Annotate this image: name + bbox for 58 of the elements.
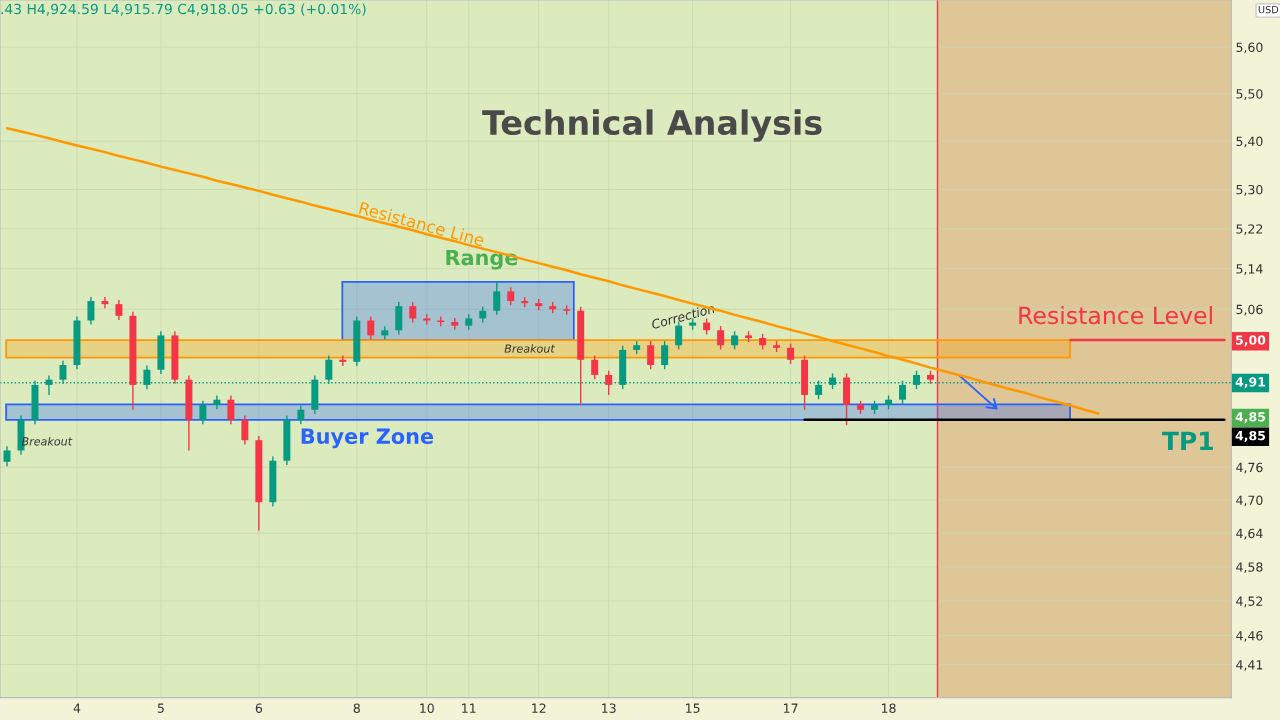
x-tick-label: 13	[602, 703, 616, 713]
text: 4,91	[1235, 377, 1266, 389]
candlestick	[241, 414, 249, 446]
text: USD	[1258, 5, 1279, 14]
y-tick-label: 4,52	[1236, 596, 1263, 608]
text: 5,00	[1236, 335, 1266, 347]
candlestick	[661, 340, 669, 370]
y-tick-label: 5,06	[1236, 304, 1263, 316]
y-tick-label: 4,76	[1236, 462, 1263, 474]
candlestick	[409, 301, 417, 324]
candlestick	[3, 445, 11, 467]
annotation: Breakout	[504, 344, 556, 353]
annotation: Resistance Level	[1019, 306, 1212, 325]
candlestick	[367, 315, 375, 341]
y-tick-label: 5,40	[1236, 136, 1263, 148]
y-tick-label: 5,30	[1236, 184, 1263, 196]
candlestick	[339, 354, 347, 367]
candlestick	[731, 330, 739, 351]
x-tick-label: 11	[462, 703, 476, 713]
candlestick	[115, 299, 123, 321]
candlestick	[493, 281, 501, 316]
x-tick-label: 18	[881, 703, 896, 713]
candlestick	[717, 325, 725, 351]
candlestick	[647, 340, 655, 370]
y-tick-label: 4,70	[1236, 495, 1263, 507]
y-tick-label: 5,50	[1236, 89, 1263, 100]
candlestick	[199, 400, 207, 425]
candlestick	[787, 342, 795, 365]
y-tick-label: 4,46	[1236, 630, 1263, 642]
x-tick-label: 4	[73, 703, 81, 713]
text: Technical Analysis	[482, 109, 822, 142]
annotation: Buyer Zone	[301, 428, 434, 449]
text: 4,85	[1235, 412, 1266, 424]
y-tick-label: 4,64	[1236, 528, 1263, 540]
annotation: Range	[446, 249, 518, 270]
x-tick-label: 5	[157, 703, 164, 713]
candlestick	[297, 404, 305, 425]
x-tick-label: 8	[353, 703, 360, 713]
y-tick-label: 4,58	[1236, 562, 1263, 574]
x-tick-label: 6	[255, 703, 263, 713]
y-tick-label: 5,60	[1236, 42, 1263, 54]
y-tick-label: 4,41	[1236, 660, 1263, 671]
candlestick	[101, 296, 109, 309]
x-tick-label: 12	[532, 703, 546, 713]
candlestick	[213, 394, 221, 410]
y-tick-label: 5,14	[1236, 264, 1263, 275]
candlestick	[87, 296, 95, 326]
y-tick-label: 5,22	[1236, 224, 1263, 235]
candlestick	[591, 354, 599, 380]
candlestick	[227, 394, 235, 425]
x-tick-label: 15	[686, 703, 700, 713]
annotation: TP1	[1162, 431, 1213, 450]
text: 4,85	[1235, 430, 1266, 442]
candlestick	[59, 360, 67, 385]
candlestick	[605, 370, 613, 396]
x-tick-label: 10	[420, 703, 434, 713]
annotation: .43 H4,924.59 L4,915.79 C4,918.05 +0.63 (+0.01%)	[1, 3, 366, 16]
x-tick-label: 17	[784, 703, 798, 713]
